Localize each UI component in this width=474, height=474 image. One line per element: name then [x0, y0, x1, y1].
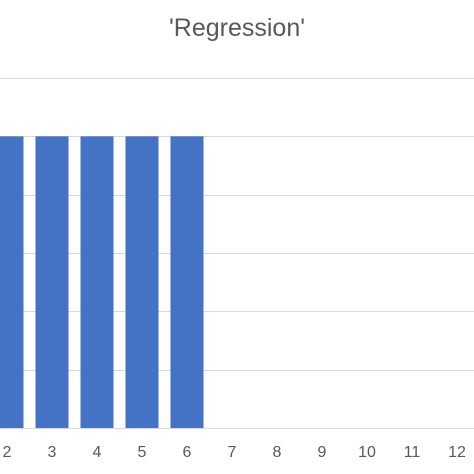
x-tick-label: 12 — [448, 444, 466, 461]
x-tick-label: 9 — [318, 444, 327, 461]
x-tick-label: 4 — [93, 444, 102, 461]
x-tick-label: 7 — [228, 444, 237, 461]
x-tick-label: 2 — [3, 444, 12, 461]
x-tick-label: 11 — [404, 444, 421, 461]
x-tick-label: 10 — [358, 444, 376, 461]
x-axis-ticks: 2 3 4 5 6 7 8 9 10 11 12 — [3, 444, 466, 461]
bar-6 — [170, 136, 204, 429]
bar-3 — [35, 136, 69, 429]
bar-2 — [0, 136, 24, 429]
bar-5 — [125, 136, 159, 429]
x-tick-label: 3 — [48, 444, 57, 461]
x-tick-label: 5 — [138, 444, 147, 461]
bar-4 — [80, 136, 114, 429]
gridlines — [0, 78, 474, 429]
bars — [0, 136, 204, 429]
chart-title: 'Regression' — [169, 14, 305, 42]
x-tick-label: 8 — [273, 444, 282, 461]
x-tick-label: 6 — [183, 444, 192, 461]
